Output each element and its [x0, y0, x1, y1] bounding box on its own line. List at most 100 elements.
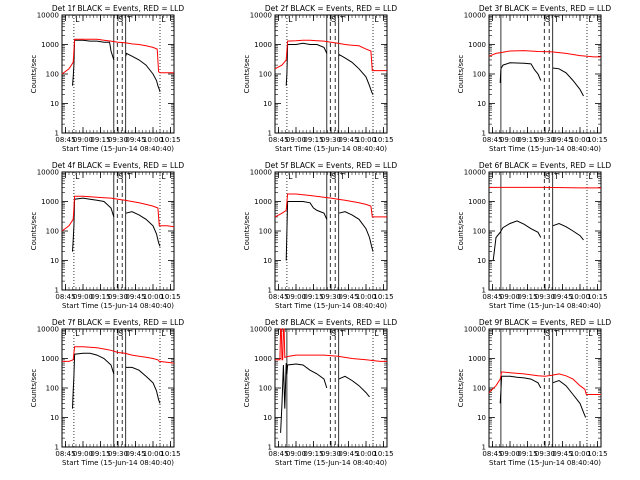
y-tick-label: 100	[46, 385, 59, 393]
region-label-l: L	[588, 172, 593, 181]
y-tick-label: 1000	[468, 355, 486, 363]
plot-frame	[488, 14, 602, 134]
x-tick-label: 10:15	[373, 136, 393, 144]
y-tick-label: 10000	[250, 12, 272, 20]
x-tick-label: 09:15	[517, 293, 537, 301]
x-tick-label: 09:15	[90, 293, 110, 301]
region-label-t: T	[339, 15, 345, 24]
panel-det-1: Det 1f BLACK = Events, RED = LLD 1 10 100 10…	[30, 4, 184, 153]
y-tick-label: 10000	[37, 326, 59, 334]
x-tick-label: 10:15	[373, 450, 393, 458]
x-tick-label: 09:30	[108, 450, 128, 458]
panel-det-6: Det 6f BLACK = Events, RED = LLD 1 10 100 10…	[457, 161, 611, 310]
panel-det-5: Det 5f BLACK = Events, RED = LLD 1 10 100 10…	[243, 161, 397, 310]
x-tick-label: 09:15	[303, 450, 323, 458]
y-tick-label: 10000	[37, 12, 59, 20]
y-tick-label: 1	[55, 287, 59, 295]
x-tick-label: 10:15	[587, 293, 607, 301]
x-tick-label: 09:00	[286, 136, 306, 144]
region-label-l: L	[161, 329, 166, 338]
x-tick-label: 08:45	[55, 450, 75, 458]
panel-det-4: Det 4f BLACK = Events, RED = LLD 1 10 100 10…	[30, 161, 184, 310]
x-tick-label: 08:45	[268, 136, 288, 144]
x-tick-label: 08:45	[55, 293, 75, 301]
plot-frame	[61, 171, 175, 291]
y-tick-label: 10000	[464, 169, 486, 177]
x-tick-label: 09:45	[125, 293, 145, 301]
region-label-t: T	[339, 172, 345, 181]
x-tick-label: 09:00	[500, 293, 520, 301]
x-tick-label: 09:15	[517, 136, 537, 144]
region-label-l: L	[374, 329, 379, 338]
y-tick-label: 1000	[41, 355, 59, 363]
y-tick-label: 1	[268, 287, 272, 295]
plot-frame	[488, 171, 602, 291]
x-tick-label: 10:15	[587, 450, 607, 458]
region-label-l: L	[288, 15, 293, 24]
series-line-events	[72, 197, 161, 252]
y-tick-label: 1000	[254, 41, 272, 49]
y-tick-label: 1	[55, 130, 59, 138]
panel-title: Det 6f BLACK = Events, RED = LLD	[479, 161, 612, 170]
region-label-l: L	[588, 15, 593, 24]
x-tick-label: 09:30	[321, 293, 341, 301]
x-tick-label: 08:45	[268, 293, 288, 301]
series-line-events	[492, 220, 584, 261]
region-label-l: L	[374, 15, 379, 24]
y-tick-label: 100	[259, 228, 272, 236]
plot-frame	[488, 328, 602, 448]
x-tick-label: 09:30	[108, 136, 128, 144]
y-tick-label: 10000	[464, 12, 486, 20]
x-axis-label: Start Time (15-Jun-14 08:40:40)	[62, 302, 174, 310]
series-line-events	[280, 363, 370, 433]
region-label-l: L	[75, 329, 80, 338]
x-tick-label: 09:15	[90, 450, 110, 458]
y-axis-label: Counts/sec	[457, 55, 465, 94]
x-tick-label: 09:00	[73, 293, 93, 301]
region-label-l: L	[161, 172, 166, 181]
x-axis-label: Start Time (15-Jun-14 08:40:40)	[275, 145, 387, 153]
y-tick-label: 10	[263, 100, 272, 108]
y-tick-label: 100	[473, 71, 486, 79]
y-axis-label: Counts/sec	[457, 212, 465, 251]
panel-title: Det 5f BLACK = Events, RED = LLD	[265, 161, 398, 170]
x-tick-label: 08:45	[482, 136, 502, 144]
x-tick-label: 09:15	[303, 136, 323, 144]
y-tick-label: 10	[263, 257, 272, 265]
region-label-s: S	[545, 15, 550, 24]
y-tick-label: 1000	[41, 41, 59, 49]
x-tick-label: 09:30	[108, 293, 128, 301]
x-tick-label: 09:30	[321, 136, 341, 144]
y-tick-label: 1000	[468, 41, 486, 49]
panel-title: Det 2f BLACK = Events, RED = LLD	[265, 4, 398, 13]
y-tick-label: 1	[55, 444, 59, 452]
series-line-lld	[488, 371, 601, 395]
region-label-s: S	[331, 172, 336, 181]
y-axis-label: Counts/sec	[457, 369, 465, 408]
x-axis-label: Start Time (15-Jun-14 08:40:40)	[275, 302, 387, 310]
y-axis-label: Counts/sec	[243, 369, 251, 408]
panel-det-8: Det 8f BLACK = Events, RED = LLD 1 10 100 10…	[243, 318, 397, 467]
y-tick-label: 100	[473, 385, 486, 393]
x-tick-label: 10:00	[570, 450, 590, 458]
x-axis-label: Start Time (15-Jun-14 08:40:40)	[489, 145, 601, 153]
region-label-l: L	[374, 172, 379, 181]
x-tick-label: 09:45	[125, 136, 145, 144]
y-tick-label: 100	[46, 71, 59, 79]
x-tick-label: 09:45	[552, 450, 572, 458]
panel-title: Det 3f BLACK = Events, RED = LLD	[479, 4, 612, 13]
y-tick-label: 1	[482, 130, 486, 138]
series-line-lld	[274, 193, 387, 218]
x-tick-label: 09:30	[535, 136, 555, 144]
y-axis-label: Counts/sec	[243, 55, 251, 94]
plot-frame	[274, 328, 388, 448]
x-tick-label: 09:15	[90, 136, 110, 144]
region-label-t: T	[126, 329, 132, 338]
x-tick-label: 10:00	[356, 450, 376, 458]
x-axis-label: Start Time (15-Jun-14 08:40:40)	[489, 302, 601, 310]
x-tick-label: 10:15	[587, 136, 607, 144]
x-tick-label: 09:45	[338, 293, 358, 301]
y-tick-label: 1000	[254, 198, 272, 206]
y-axis-label: Counts/sec	[30, 369, 38, 408]
